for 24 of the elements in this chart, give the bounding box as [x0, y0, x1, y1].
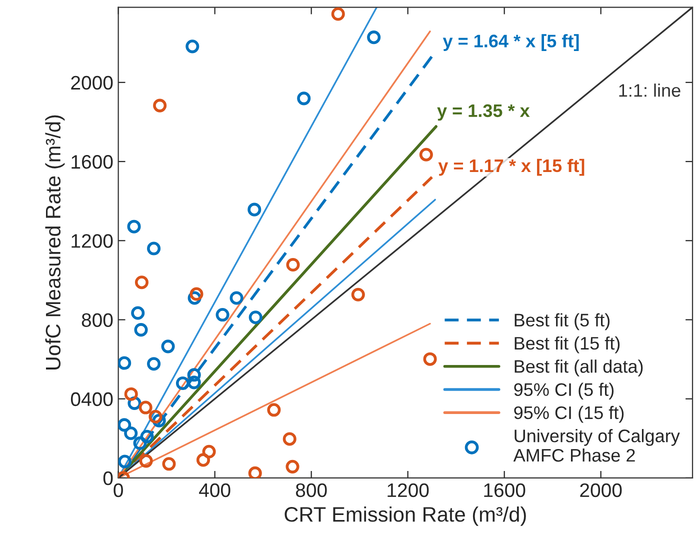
x-tick-label: 1600: [484, 483, 526, 498]
x-axis-title: CRT Emission Rate (m³/d): [284, 506, 526, 526]
legend-label: University of Calgary AMFC Phase 2: [513, 429, 680, 462]
y-tick-label: 1600: [72, 154, 113, 169]
x-tick-label: 2000: [580, 483, 622, 498]
y-axis-title: UofC Measured Rate (m³/d): [45, 115, 65, 370]
annotation: y = 1.17 * x [15 ft]: [438, 158, 584, 176]
y-tick-label: 0400: [70, 392, 113, 406]
legend-label: Best fit (all data): [514, 360, 643, 376]
x-tick-label: 1200: [388, 483, 429, 498]
y-tick-label: 1200: [72, 234, 113, 248]
annotation: y = 1.35 * x: [437, 104, 530, 121]
annotation: y = 1.64 * x [5 ft]: [442, 34, 579, 51]
annotation: 1:1: line: [619, 84, 680, 97]
y-tick-label: 2000: [71, 76, 113, 90]
x-tick-label: 400: [199, 483, 230, 498]
legend-label: 95% CI (15 ft): [514, 406, 624, 423]
y-tick-label: 800: [82, 313, 113, 327]
legend-label: 95% CI (5 ft): [514, 382, 614, 400]
legend-label: Best fit (15 ft): [514, 336, 620, 354]
x-tick-label: 0: [114, 483, 123, 498]
y-tick-label: 0: [103, 471, 113, 486]
x-tick-label: 800: [296, 483, 327, 498]
legend-label: Best fit (5 ft): [514, 313, 610, 330]
